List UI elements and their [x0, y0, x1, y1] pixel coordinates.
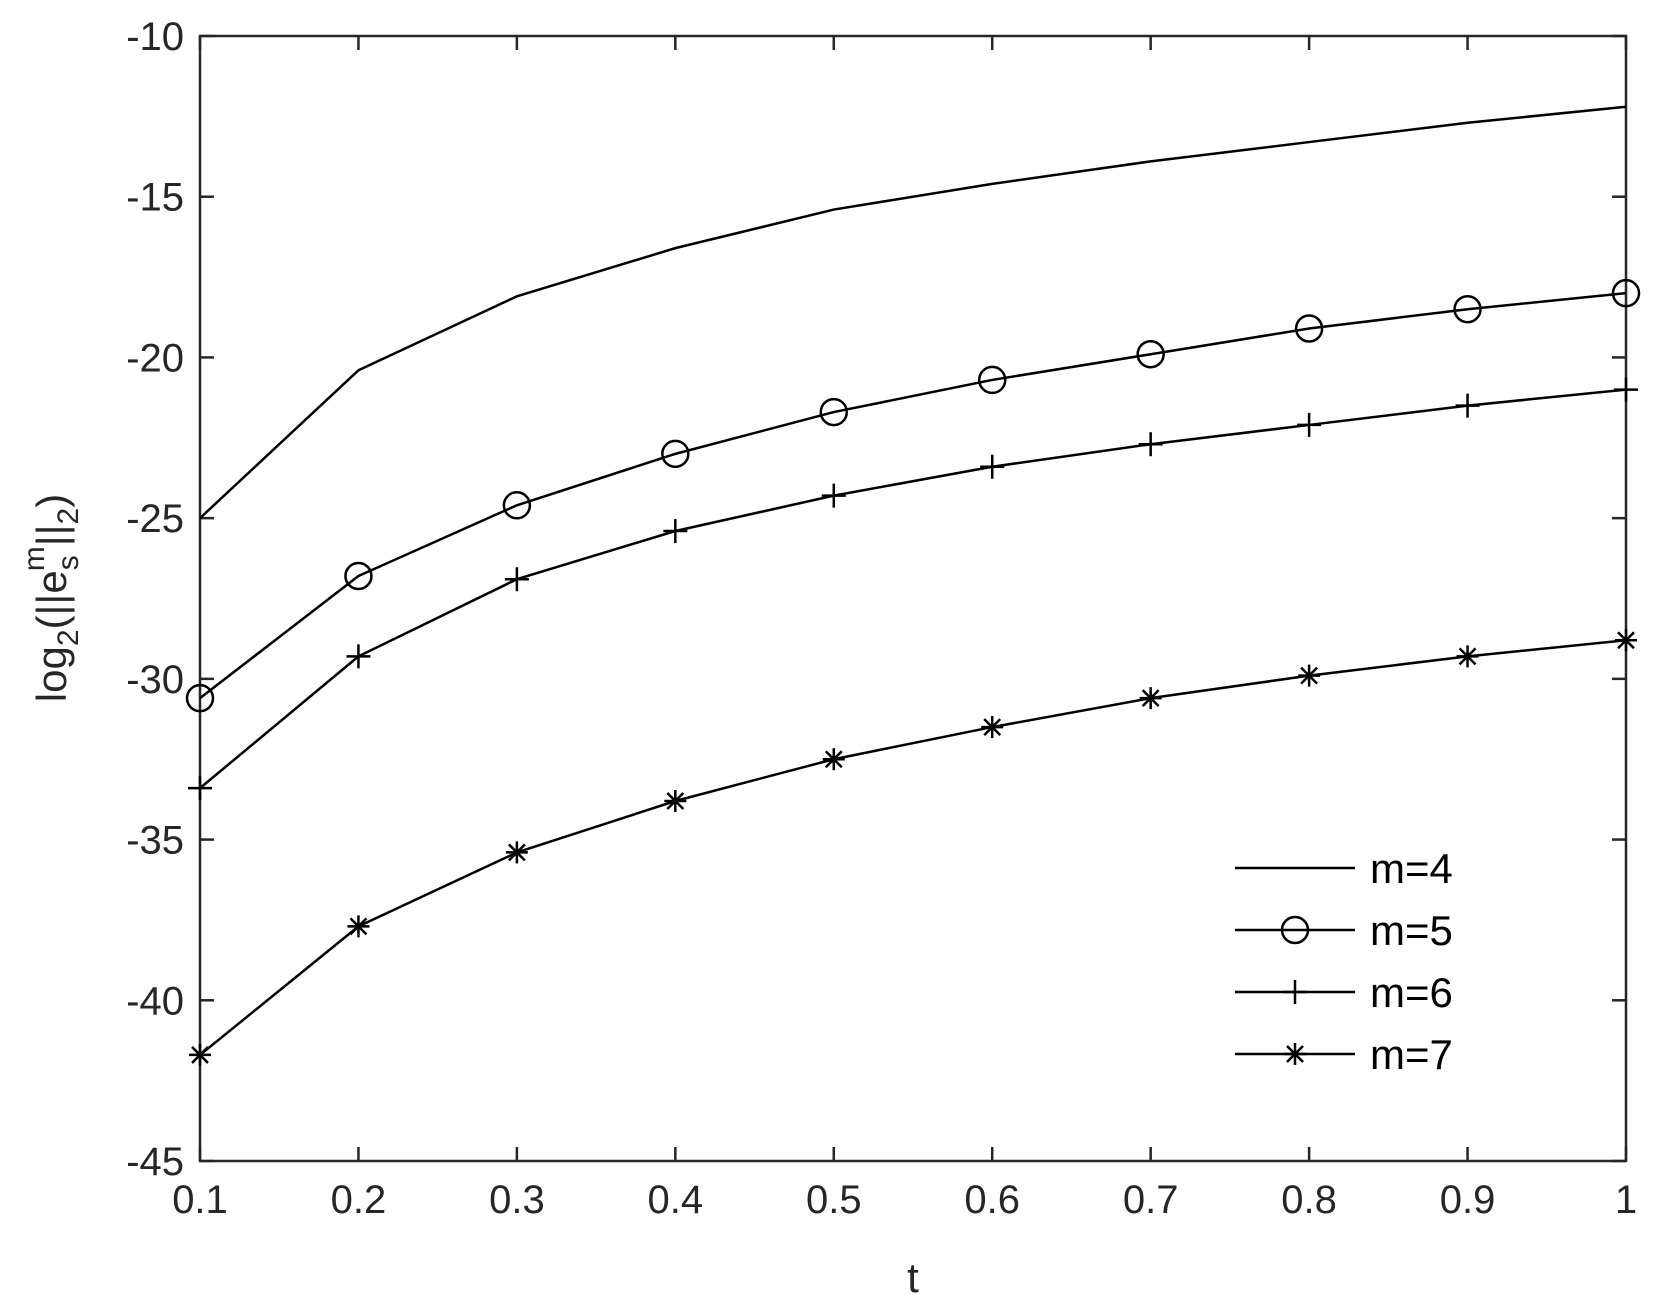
- x-tick-label: 0.4: [648, 1178, 704, 1222]
- legend-marker: [1280, 915, 1310, 945]
- data-point: [185, 683, 215, 713]
- y-tick-label: -15: [126, 176, 184, 220]
- data-point: [502, 491, 532, 520]
- y-label-norm-sub: 2: [52, 508, 85, 525]
- legend-label: m=4: [1370, 845, 1453, 892]
- series-m=4: [199, 105, 1627, 520]
- data-point: [819, 397, 849, 427]
- data-point: [1453, 294, 1482, 324]
- data-point: [1455, 393, 1480, 418]
- data-point: [1139, 687, 1162, 710]
- y-tick-label: -35: [126, 819, 184, 863]
- y-tick-label: -10: [126, 15, 184, 59]
- legend-label: m=5: [1370, 907, 1453, 954]
- plot-frame: [198, 34, 1628, 1163]
- x-tick-label: 0.7: [1123, 1178, 1179, 1222]
- data-point: [189, 1043, 211, 1066]
- y-label-log: log: [28, 646, 75, 702]
- data-point: [504, 567, 529, 592]
- legend-box: [1210, 840, 1610, 1095]
- series-line: [199, 291, 1627, 700]
- legend-entry: m=7: [1235, 1031, 1453, 1078]
- y-axis-label: log2(||esm||2): [18, 494, 85, 702]
- data-point: [821, 483, 846, 508]
- series-line: [199, 639, 1627, 1056]
- data-point: [1615, 629, 1637, 652]
- y-label-sub: s: [52, 555, 85, 570]
- data-point: [1136, 339, 1165, 369]
- series-line: [199, 105, 1627, 520]
- data-point: [1456, 645, 1479, 668]
- data-point: [346, 644, 371, 669]
- x-tick-label: 0.3: [489, 1178, 545, 1222]
- data-point: [664, 790, 687, 812]
- series-m=6: [188, 377, 1638, 801]
- x-tick-label: 0.1: [172, 1178, 228, 1222]
- series-m=7: [189, 629, 1637, 1066]
- y-tick-label: -30: [126, 658, 184, 702]
- data-point: [981, 716, 1004, 739]
- y-label-open: (||e: [28, 570, 75, 629]
- data-point: [1294, 314, 1324, 343]
- legend-entry: m=5: [1235, 907, 1453, 954]
- legend-label: m=7: [1370, 1031, 1453, 1078]
- data-point: [1297, 412, 1322, 437]
- y-label-end: ): [28, 494, 75, 508]
- legend-label: m=6: [1370, 969, 1453, 1016]
- y-label-sup: m: [18, 546, 51, 571]
- x-tick-label: 0.2: [331, 1178, 387, 1222]
- y-label-close: ||: [28, 524, 75, 546]
- x-tick-label: 0.9: [1440, 1178, 1496, 1222]
- series-line: [199, 388, 1627, 790]
- data-point: [505, 841, 528, 864]
- y-tick-labels: -45 -40 -35 -30 -25 -20 -15 -10: [126, 15, 184, 1184]
- data-point: [977, 365, 1007, 395]
- y-tick-label: -40: [126, 979, 184, 1023]
- series-m=5: [185, 278, 1641, 713]
- y-tick-label: -20: [126, 336, 184, 380]
- axis-ticks: [198, 34, 1628, 1163]
- x-tick-labels: 0.1 0.2 0.3 0.4 0.5 0.6 0.7 0.8 0.9 1: [172, 1178, 1637, 1222]
- data-point: [1611, 278, 1641, 308]
- x-tick-label: 1: [1615, 1178, 1637, 1222]
- y-tick-label: -45: [126, 1140, 184, 1184]
- data-point: [822, 748, 845, 771]
- data-point: [347, 915, 370, 938]
- legend-entry: m=4: [1235, 845, 1453, 892]
- data-point: [1614, 377, 1638, 402]
- data-point: [661, 439, 690, 469]
- legend-marker: [1283, 980, 1307, 1004]
- data-point: [663, 519, 688, 543]
- series-group: [185, 105, 1641, 1066]
- legend: m=4 m=5 m=6 m=7: [1210, 840, 1610, 1095]
- data-point: [188, 776, 212, 801]
- data-point: [980, 454, 1005, 479]
- data-point: [1298, 664, 1321, 687]
- legend-entry: m=6: [1235, 969, 1453, 1016]
- y-tick-label: -25: [126, 497, 184, 541]
- data-point: [344, 561, 373, 591]
- x-tick-label: 0.5: [806, 1178, 862, 1222]
- legend-marker: [1284, 1043, 1306, 1065]
- x-axis-label: t: [907, 1254, 919, 1298]
- data-point: [1138, 432, 1163, 457]
- y-label-log-base: 2: [52, 629, 85, 646]
- x-tick-label: 0.8: [1281, 1178, 1337, 1222]
- x-tick-label: 0.6: [964, 1178, 1020, 1222]
